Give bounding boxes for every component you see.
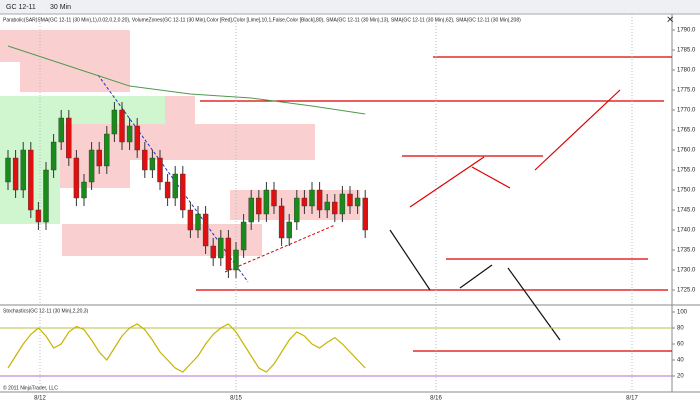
y-tick-label: 1735.0 [677, 248, 696, 254]
candle-body [278, 205, 285, 239]
y-tick-label: 1775.0 [677, 88, 696, 94]
candle-body [202, 213, 209, 247]
candle-body [149, 157, 156, 171]
y-tick-label: 1730.0 [677, 268, 696, 274]
candle-body [111, 109, 118, 135]
y-tick-label: 1760.0 [677, 148, 696, 154]
candle-body [271, 189, 277, 207]
candle-body [210, 245, 216, 259]
stoch-tick-label: 60 [677, 342, 684, 348]
candle-body [43, 169, 49, 223]
candle-body [157, 157, 163, 183]
y-tick-label: 1785.0 [677, 48, 696, 54]
candle-body [81, 181, 87, 199]
candle-body [316, 189, 323, 211]
y-tick-label: 1765.0 [677, 128, 696, 134]
candle-body [347, 193, 353, 207]
candle-body [187, 209, 194, 231]
instrument[interactable]: GC 12-11 [6, 4, 36, 11]
candle-body [180, 173, 186, 211]
candle-body [286, 221, 292, 239]
y-tick-label: 1755.0 [677, 168, 696, 174]
candle-body [66, 117, 72, 159]
candle-body [362, 197, 368, 231]
stoch-tick-label: 80 [677, 326, 684, 332]
y-tick-label: 1750.0 [677, 188, 696, 194]
y-tick-label: 1740.0 [677, 228, 696, 234]
candle-body [354, 197, 361, 207]
copyright: © 2011 NinjaTrader, LLC [3, 384, 58, 391]
candle-body [88, 149, 95, 183]
candle-body [50, 141, 57, 171]
y-tick-label: 1790.0 [677, 28, 696, 34]
stoch-tick-label: 20 [677, 374, 684, 380]
candle-body [294, 197, 300, 223]
candle-body [263, 189, 270, 215]
candle-body [225, 237, 232, 271]
candle-body [164, 181, 171, 199]
candle-body [96, 149, 102, 167]
candle-body [126, 125, 133, 143]
x-tick-label: 8/17 [626, 396, 638, 402]
candle-body [28, 149, 34, 211]
candle-body [233, 249, 239, 271]
candle-body [218, 237, 224, 259]
sma-line [7, 45, 366, 115]
x-tick-label: 8/16 [430, 396, 442, 402]
candle-body [134, 125, 140, 151]
y-tick-label: 1745.0 [677, 208, 696, 214]
candle-body [35, 209, 42, 223]
y-tick-label: 1770.0 [677, 108, 696, 114]
stochastics-label: Stochastics(GC 12-11 (30 Min),2,20,3) [3, 308, 89, 314]
stoch-tick-label: 100 [677, 310, 688, 316]
candle-body [172, 173, 178, 199]
toolbar [0, 0, 700, 14]
close-button[interactable]: ⨯ [666, 15, 674, 26]
candle-body [324, 201, 330, 211]
candle-body [248, 197, 254, 223]
stoch-tick-label: 40 [677, 358, 684, 364]
candle-body [195, 213, 201, 231]
candle-body [332, 201, 338, 215]
candle-body [240, 221, 247, 251]
candle-body [73, 157, 80, 199]
x-tick-label: 8/12 [34, 396, 46, 402]
candle-body [301, 197, 308, 207]
candle-body [339, 193, 346, 215]
candle-body [20, 149, 26, 191]
candle-body [256, 197, 262, 215]
candle-body [309, 189, 315, 207]
candle-body [104, 133, 110, 167]
y-tick-label: 1725.0 [677, 288, 696, 294]
interval[interactable]: 30 Min [50, 4, 71, 11]
y-tick-label: 1780.0 [677, 68, 696, 74]
candle-body [119, 109, 125, 143]
candle-body [58, 117, 64, 143]
candle-body [5, 157, 11, 183]
candle-body [142, 149, 148, 171]
indicator-label: Parabolic(SAR)SMA(GC 12-11 (30 Min),1),0… [3, 17, 521, 23]
candle-body [12, 157, 19, 191]
x-tick-label: 8/15 [230, 396, 242, 402]
stoch-line [7, 323, 366, 373]
